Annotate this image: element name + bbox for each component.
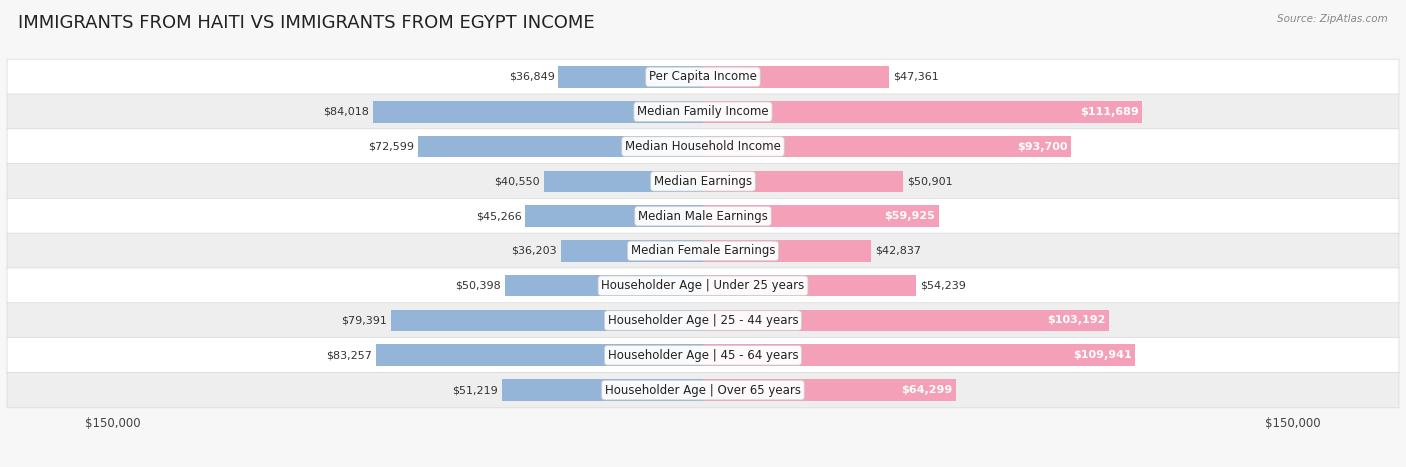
- Text: Householder Age | Under 25 years: Householder Age | Under 25 years: [602, 279, 804, 292]
- Text: Source: ZipAtlas.com: Source: ZipAtlas.com: [1277, 14, 1388, 24]
- Text: $79,391: $79,391: [342, 316, 387, 325]
- Text: $50,901: $50,901: [907, 177, 952, 186]
- Text: Householder Age | 25 - 44 years: Householder Age | 25 - 44 years: [607, 314, 799, 327]
- Text: $93,700: $93,700: [1018, 142, 1069, 151]
- Text: $42,837: $42,837: [875, 246, 921, 256]
- Text: $103,192: $103,192: [1047, 316, 1105, 325]
- Bar: [502, 379, 703, 401]
- Text: $45,266: $45,266: [475, 211, 522, 221]
- Text: $50,398: $50,398: [456, 281, 502, 290]
- Text: $54,239: $54,239: [920, 281, 966, 290]
- Bar: [703, 136, 1071, 157]
- FancyBboxPatch shape: [7, 59, 1399, 95]
- Text: $40,550: $40,550: [495, 177, 540, 186]
- Text: $36,203: $36,203: [512, 246, 557, 256]
- Text: Median Male Earnings: Median Male Earnings: [638, 210, 768, 223]
- Bar: [505, 275, 703, 297]
- Text: $84,018: $84,018: [323, 107, 370, 117]
- Bar: [418, 136, 703, 157]
- Bar: [703, 205, 939, 227]
- Bar: [703, 345, 1135, 366]
- Bar: [703, 275, 917, 297]
- Text: $109,941: $109,941: [1073, 350, 1132, 360]
- FancyBboxPatch shape: [7, 303, 1399, 338]
- Text: $111,689: $111,689: [1080, 107, 1139, 117]
- Text: $36,849: $36,849: [509, 72, 554, 82]
- Text: Median Earnings: Median Earnings: [654, 175, 752, 188]
- Bar: [703, 379, 956, 401]
- Bar: [373, 101, 703, 122]
- Text: Per Capita Income: Per Capita Income: [650, 71, 756, 84]
- Bar: [391, 310, 703, 331]
- Bar: [375, 345, 703, 366]
- FancyBboxPatch shape: [7, 198, 1399, 234]
- Text: $83,257: $83,257: [326, 350, 373, 360]
- FancyBboxPatch shape: [7, 372, 1399, 408]
- Text: $72,599: $72,599: [368, 142, 413, 151]
- Bar: [703, 101, 1142, 122]
- Bar: [703, 240, 872, 262]
- Text: IMMIGRANTS FROM HAITI VS IMMIGRANTS FROM EGYPT INCOME: IMMIGRANTS FROM HAITI VS IMMIGRANTS FROM…: [18, 14, 595, 32]
- FancyBboxPatch shape: [7, 338, 1399, 373]
- Text: $59,925: $59,925: [884, 211, 935, 221]
- Text: Householder Age | Over 65 years: Householder Age | Over 65 years: [605, 383, 801, 396]
- Text: Median Female Earnings: Median Female Earnings: [631, 244, 775, 257]
- Text: Median Household Income: Median Household Income: [626, 140, 780, 153]
- Bar: [703, 310, 1109, 331]
- Bar: [703, 170, 903, 192]
- Bar: [703, 66, 889, 88]
- FancyBboxPatch shape: [7, 233, 1399, 269]
- FancyBboxPatch shape: [7, 268, 1399, 304]
- Bar: [558, 66, 703, 88]
- Bar: [524, 205, 703, 227]
- FancyBboxPatch shape: [7, 129, 1399, 164]
- Text: $51,219: $51,219: [453, 385, 498, 395]
- FancyBboxPatch shape: [7, 94, 1399, 129]
- Bar: [561, 240, 703, 262]
- Text: Householder Age | 45 - 64 years: Householder Age | 45 - 64 years: [607, 349, 799, 362]
- Text: Median Family Income: Median Family Income: [637, 105, 769, 118]
- Text: $47,361: $47,361: [893, 72, 939, 82]
- FancyBboxPatch shape: [7, 163, 1399, 199]
- Text: $64,299: $64,299: [901, 385, 952, 395]
- Bar: [544, 170, 703, 192]
